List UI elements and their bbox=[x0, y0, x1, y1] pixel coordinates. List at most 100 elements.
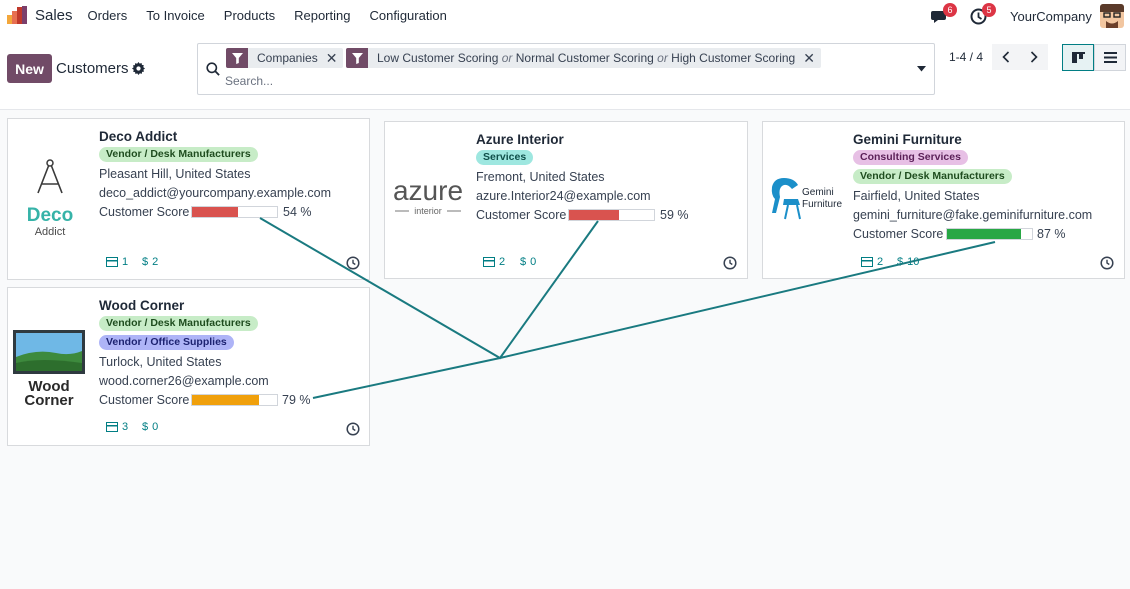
meetings-count[interactable]: 1 bbox=[106, 256, 128, 268]
menu-to-invoice[interactable]: To Invoice bbox=[146, 8, 205, 23]
dollar-icon: $ bbox=[142, 256, 149, 268]
wood-corner-logo: Wood Corner bbox=[13, 330, 85, 407]
kanban-card-wood-corner[interactable]: Wood Corner Wood Corner Vendor / Desk Ma… bbox=[7, 287, 370, 446]
kanban-icon bbox=[1071, 51, 1085, 63]
card-email: azure.Interior24@example.com bbox=[476, 189, 651, 203]
sales-value: 0 bbox=[530, 256, 537, 268]
kanban-view-button[interactable] bbox=[1062, 44, 1094, 71]
tag-services: Services bbox=[476, 150, 534, 165]
customer-score-label: Customer Score bbox=[476, 208, 567, 222]
logo-line-1: azure bbox=[393, 175, 463, 206]
search-panel: Companies ✕ Low Customer Scoring or Norm… bbox=[197, 43, 935, 95]
calendar-icon bbox=[106, 422, 118, 432]
sales-count[interactable]: $ 2 bbox=[142, 256, 158, 268]
card-title: Wood Corner bbox=[99, 298, 185, 313]
logo-line-2: interior bbox=[414, 206, 442, 216]
main-menu: Orders To Invoice Products Reporting Con… bbox=[78, 0, 456, 32]
customer-score-value: 54 % bbox=[283, 205, 312, 219]
menu-reporting[interactable]: Reporting bbox=[294, 8, 351, 23]
messages-badge: 6 bbox=[943, 3, 957, 17]
customer-score-label: Customer Score bbox=[853, 227, 944, 241]
facet-separator: or bbox=[501, 51, 513, 65]
customer-score-label: Customer Score bbox=[99, 205, 190, 219]
meetings-value: 3 bbox=[122, 421, 129, 433]
card-address: Turlock, United States bbox=[99, 355, 222, 369]
facet-separator: or bbox=[657, 51, 668, 65]
facet-remove-icon[interactable]: ✕ bbox=[803, 49, 815, 66]
calendar-icon bbox=[106, 257, 118, 267]
customer-score-bar bbox=[568, 209, 655, 221]
app-name[interactable]: Sales bbox=[35, 7, 73, 24]
chevron-right-icon bbox=[1030, 51, 1038, 63]
top-navbar: Sales Orders To Invoice Products Reporti… bbox=[0, 0, 1130, 32]
card-address: Pleasant Hill, United States bbox=[99, 167, 251, 181]
activities-badge: 5 bbox=[982, 3, 996, 17]
company-switcher[interactable]: YourCompany bbox=[1010, 9, 1092, 24]
control-panel: New Customers Companies ✕ Low Customer S… bbox=[0, 32, 1130, 110]
tag-consulting-services: Consulting Services bbox=[853, 150, 968, 165]
dollar-icon: $ bbox=[142, 421, 149, 433]
sales-count[interactable]: $ 0 bbox=[520, 256, 536, 268]
sales-app-icon[interactable] bbox=[7, 6, 27, 24]
dollar-icon: $ bbox=[897, 256, 904, 268]
card-title: Azure Interior bbox=[476, 132, 564, 147]
activity-clock-icon[interactable] bbox=[346, 422, 360, 436]
search-options-toggle[interactable] bbox=[908, 44, 934, 94]
messages-button[interactable]: 6 bbox=[931, 3, 957, 26]
facet-remove-icon[interactable]: ✕ bbox=[325, 49, 338, 66]
sales-value: 0 bbox=[152, 421, 159, 433]
sales-count[interactable]: $ 10 bbox=[897, 256, 919, 268]
meetings-value: 1 bbox=[122, 256, 129, 268]
facet-customer-scoring: Low Customer Scoring or Normal Customer … bbox=[346, 48, 821, 68]
logo-line-2: Furniture bbox=[802, 199, 842, 210]
activity-clock-icon[interactable] bbox=[723, 256, 737, 270]
meetings-count[interactable]: 3 bbox=[106, 421, 128, 433]
pager-previous-button[interactable] bbox=[992, 44, 1020, 70]
pager-next-button[interactable] bbox=[1020, 44, 1048, 70]
customer-score-value: 59 % bbox=[660, 208, 689, 222]
activity-clock-icon[interactable] bbox=[346, 256, 360, 270]
dollar-icon: $ bbox=[520, 256, 527, 268]
logo-line-2: Corner bbox=[24, 392, 73, 407]
user-avatar[interactable] bbox=[1100, 4, 1124, 28]
menu-configuration[interactable]: Configuration bbox=[369, 8, 447, 23]
avatar-image bbox=[1100, 4, 1124, 28]
customer-score-label: Customer Score bbox=[99, 393, 190, 407]
sales-count[interactable]: $ 0 bbox=[142, 421, 158, 433]
card-address: Fairfield, United States bbox=[853, 189, 980, 203]
facet-value-high: High Customer Scoring bbox=[671, 51, 796, 65]
customer-score-value: 79 % bbox=[282, 393, 311, 407]
customer-score-fill bbox=[569, 210, 620, 220]
card-email: wood.corner26@example.com bbox=[99, 374, 269, 388]
pager-value[interactable]: 1-4 / 4 bbox=[949, 50, 984, 64]
kanban-card-azure-interior[interactable]: azure interior Azure Interior Services F… bbox=[384, 121, 748, 279]
search-input[interactable] bbox=[225, 72, 875, 90]
tag-vendor-desk-manufacturers: Vendor / Desk Manufacturers bbox=[99, 147, 258, 162]
gear-icon[interactable] bbox=[132, 62, 145, 75]
filter-icon bbox=[226, 48, 248, 68]
kanban-card-deco-addict[interactable]: Deco Addict Deco Addict Vendor / Desk Ma… bbox=[7, 118, 370, 280]
customer-score-fill bbox=[192, 207, 238, 217]
facet-value-low: Low Customer Scoring bbox=[377, 51, 499, 65]
logo-line-2: Addict bbox=[35, 226, 66, 238]
activity-clock-icon[interactable] bbox=[1100, 256, 1114, 270]
tag-vendor-desk-manufacturers: Vendor / Desk Manufacturers bbox=[99, 316, 258, 331]
kanban-card-gemini-furniture[interactable]: Gemini Furniture Gemini Furniture Consul… bbox=[762, 121, 1125, 279]
logo-line-1: Deco bbox=[27, 205, 73, 226]
meetings-value: 2 bbox=[499, 256, 506, 268]
menu-products[interactable]: Products bbox=[223, 8, 276, 23]
facet-value-normal: Normal Customer Scoring bbox=[515, 51, 654, 65]
list-icon bbox=[1103, 52, 1117, 63]
activities-button[interactable]: 5 bbox=[970, 3, 996, 26]
sales-value: 10 bbox=[907, 256, 920, 268]
list-view-button[interactable] bbox=[1094, 44, 1126, 71]
new-button[interactable]: New bbox=[7, 54, 52, 83]
menu-orders[interactable]: Orders bbox=[87, 8, 128, 23]
customer-score-value: 87 % bbox=[1037, 227, 1066, 241]
tag-vendor-desk-manufacturers: Vendor / Desk Manufacturers bbox=[853, 169, 1012, 184]
chevron-left-icon bbox=[1002, 51, 1010, 63]
meetings-count[interactable]: 2 bbox=[861, 256, 883, 268]
meetings-value: 2 bbox=[877, 256, 884, 268]
meetings-count[interactable]: 2 bbox=[483, 256, 505, 268]
search-icon[interactable] bbox=[206, 62, 220, 76]
